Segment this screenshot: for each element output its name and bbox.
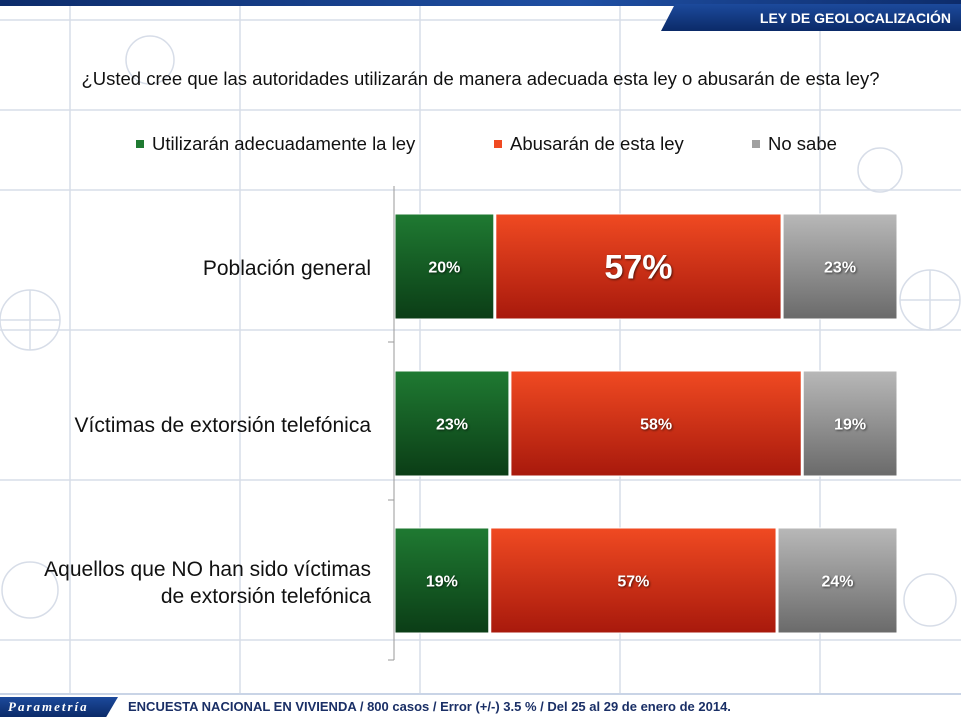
data-label: 19% — [426, 574, 458, 591]
legend-label: Utilizarán adecuadamente la ley — [152, 133, 416, 154]
top-stripe — [0, 0, 961, 6]
legend-swatch-gray — [752, 140, 760, 148]
category-label-line: Aquellos que NO han sido víctimas — [44, 557, 371, 581]
legend-swatch-green — [136, 140, 144, 148]
legend-item-adecuada: Utilizarán adecuadamente la ley — [136, 133, 415, 155]
bar-segment — [777, 527, 898, 634]
category-label-line: de extorsión telefónica — [160, 584, 371, 608]
legend-swatch-red — [494, 140, 502, 148]
category-label: Aquellos que NO han sido víctimas de exto… — [11, 556, 371, 610]
data-label: 23% — [436, 417, 468, 434]
data-label: 57% — [617, 574, 649, 591]
legend-label: Abusarán de esta ley — [510, 133, 684, 154]
legend-label: No sabe — [768, 133, 837, 154]
data-label: 20% — [428, 260, 460, 277]
section-title: LEY DE GEOLOCALIZACIÓN — [661, 4, 961, 31]
category-label: Población general — [11, 255, 371, 282]
bar-segment — [802, 370, 898, 477]
bar-segment — [394, 527, 490, 634]
data-label: 24% — [822, 574, 854, 591]
footer: Parametría ENCUESTA NACIONAL EN VIVIENDA… — [0, 693, 961, 721]
data-label: 57% — [604, 249, 672, 287]
legend-item-abusaran: Abusarán de esta ley — [494, 133, 684, 155]
parametria-logo: Parametría — [0, 697, 118, 717]
survey-footnote: ENCUESTA NACIONAL EN VIVIENDA / 800 caso… — [128, 699, 731, 714]
data-label: 58% — [640, 417, 672, 434]
bar-segment — [394, 213, 495, 320]
bar-segment — [495, 213, 782, 320]
bar-segment — [394, 370, 510, 477]
data-label: 23% — [824, 260, 856, 277]
survey-question: ¿Usted cree que las autoridades utilizar… — [81, 68, 880, 89]
bar-segment — [782, 213, 898, 320]
legend-item-no-sabe: No sabe — [752, 133, 837, 155]
category-label-line: Población general — [202, 257, 371, 280]
bar-segment — [490, 527, 777, 634]
data-label: 19% — [834, 417, 866, 434]
chart-legend: Utilizarán adecuadamente la ley Abusarán… — [0, 133, 961, 159]
category-label-line: Víctimas de extorsión telefónica — [74, 414, 371, 437]
category-label: Víctimas de extorsión telefónica — [11, 412, 371, 439]
bar-segment — [510, 370, 802, 477]
